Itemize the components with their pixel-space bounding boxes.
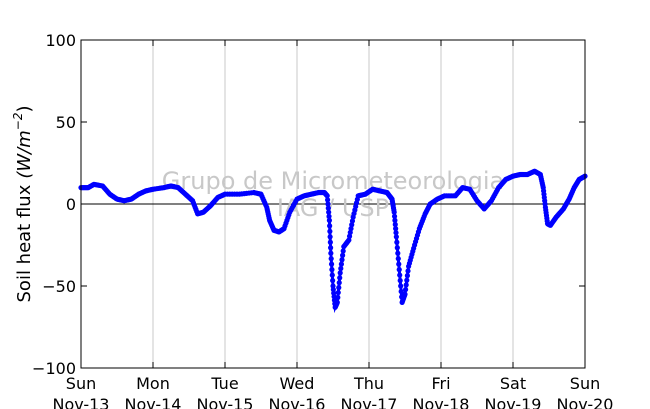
x-tick-day-6: Sat [500,374,526,393]
data-point [336,285,342,291]
x-tick-day-4: Thu [353,374,384,393]
y-axis-ticks: 100 50 0 −50 −100 [32,31,585,378]
data-point [403,282,409,288]
data-point [404,277,410,283]
x-tick-date-4: Nov-17 [341,395,398,409]
x-tick-day-2: Tue [210,374,238,393]
x-axis-ticks: Sun Nov-13 Mon Nov-14 Tue Nov-15 Wed Nov-16 Thu N… [53,40,614,409]
data-point [339,257,345,263]
x-tick-date-5: Nov-18 [413,395,470,409]
data-point [338,261,344,267]
data-point [396,267,402,273]
x-tick-day-1: Mon [136,374,170,393]
data-point [394,245,400,251]
x-tick-day-7: Sun [570,374,600,393]
x-tick-day-5: Fri [431,374,450,393]
data-point [335,294,341,301]
data-point [327,234,333,240]
y-tick-label-3: −50 [42,277,76,296]
data-point [337,275,343,281]
y-tick-label-4: −100 [32,359,76,378]
data-point [328,250,334,256]
data-point [330,277,336,284]
data-point [326,213,332,219]
data-point [402,291,408,297]
data-point [395,250,401,256]
data-point [325,201,331,207]
y-axis-label: Soil heat flux (W/m−2) [11,105,35,302]
data-point [395,256,401,262]
data-point [326,209,332,215]
data-point [394,239,400,245]
x-tick-date-2: Nov-15 [197,395,254,409]
data-point [329,267,335,273]
data-point [398,283,404,289]
y-tick-label-1: 50 [56,113,76,132]
y-axis-label-unit: (W/m [14,130,35,178]
series-points [78,168,588,314]
x-tick-date-1: Nov-14 [125,395,182,409]
data-point [391,213,398,219]
data-point [336,280,342,286]
data-point [340,252,346,258]
data-point [396,261,402,267]
data-point [325,197,331,203]
x-tick-date-3: Nov-16 [269,395,326,409]
x-tick-date-0: Nov-13 [53,395,110,409]
x-tick-date-6: Nov-19 [485,395,542,409]
data-point [391,209,397,215]
y-tick-label-0: 100 [45,31,76,50]
data-point [397,272,403,278]
data-point [393,226,399,232]
x-tick-day-0: Sun [66,374,96,393]
data-point [326,217,332,223]
data-point [392,221,398,228]
data-point [328,256,334,262]
data-point [340,248,346,254]
data-point [327,223,333,229]
data-point [328,261,335,267]
data-point [327,239,333,245]
data-point [398,288,404,295]
watermark-line-1: Grupo de Micrometeorologia [162,167,504,195]
data-point [338,265,344,272]
y-axis-label-close: ) [14,105,35,112]
data-point [397,277,403,284]
data-point [404,273,410,279]
y-axis-label-text: Soil heat flux [14,184,35,302]
y-axis-label-exponent: −2 [11,113,25,131]
data-point [328,245,334,251]
y-tick-label-2: 0 [66,195,76,214]
x-tick-date-7: Nov-20 [557,395,614,409]
data-point [403,286,409,293]
data-point [335,289,341,296]
data-point [327,228,333,234]
data-point [393,230,399,236]
data-point [393,234,399,240]
data-point [325,205,331,211]
data-point [324,193,330,199]
x-tick-day-3: Wed [280,374,315,393]
data-point [337,270,343,276]
data-point [392,217,398,223]
data-point [334,299,340,305]
data-point [329,272,335,278]
data-point [405,268,411,274]
